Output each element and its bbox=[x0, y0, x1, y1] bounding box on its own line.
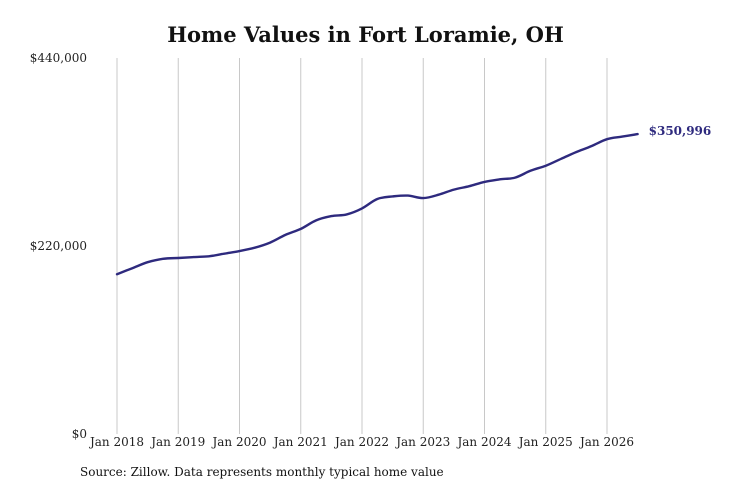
chart-title: Home Values in Fort Loramie, OH bbox=[167, 22, 564, 47]
y-axis: $0 $220,000 $440,000 bbox=[30, 51, 87, 441]
y-tick-label: $440,000 bbox=[30, 51, 87, 65]
series: $350,996 bbox=[115, 124, 712, 276]
x-tick-label: Jan 2020 bbox=[210, 435, 266, 449]
home-value-line bbox=[115, 132, 639, 276]
y-tick-label: $0 bbox=[72, 427, 87, 441]
x-tick-label: Jan 2024 bbox=[455, 435, 511, 449]
gridlines bbox=[116, 58, 608, 434]
x-tick-label: Jan 2025 bbox=[517, 435, 573, 449]
x-tick-label: Jan 2023 bbox=[394, 435, 450, 449]
x-tick-label: Jan 2019 bbox=[149, 435, 205, 449]
x-axis: Jan 2018 Jan 2019 Jan 2020 Jan 2021 Jan 2022… bbox=[88, 435, 634, 449]
x-tick-label: Jan 2021 bbox=[272, 435, 328, 449]
end-value-label: $350,996 bbox=[649, 124, 712, 138]
x-tick-label: Jan 2026 bbox=[578, 435, 634, 449]
y-tick-label: $220,000 bbox=[30, 239, 87, 253]
x-tick-label: Jan 2022 bbox=[333, 435, 389, 449]
source-note: Source: Zillow. Data represents monthly … bbox=[80, 465, 444, 479]
x-tick-label: Jan 2018 bbox=[88, 435, 144, 449]
